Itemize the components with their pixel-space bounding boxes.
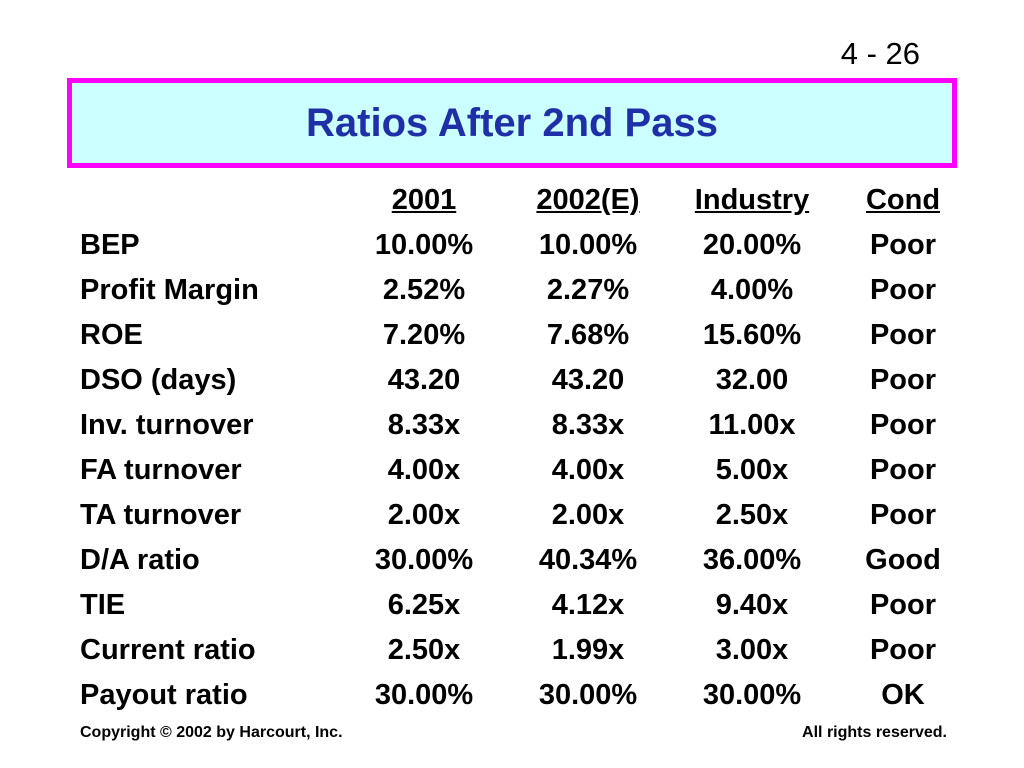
- value-industry: 20.00%: [702, 229, 802, 261]
- value-2002e: 4.12x: [551, 589, 625, 621]
- row-label: ROE: [80, 319, 143, 351]
- value-cond: Poor: [869, 634, 937, 666]
- value-cond: Poor: [869, 454, 937, 486]
- table-row: FA turnover 4.00x 4.00x 5.00x Poor: [72, 448, 970, 493]
- ratios-table: 2001 2002(E) Industry Cond BEP 10.00% 10…: [72, 178, 970, 718]
- value-industry: 3.00x: [715, 634, 789, 666]
- header-industry: Industry: [694, 184, 810, 216]
- value-2001: 2.00x: [387, 499, 461, 531]
- table-row: Inv. turnover 8.33x 8.33x 11.00x Poor: [72, 403, 970, 448]
- row-label: BEP: [80, 229, 140, 261]
- value-2001: 30.00%: [374, 544, 474, 576]
- value-2002e: 10.00%: [538, 229, 638, 261]
- value-2001: 2.52%: [382, 274, 466, 306]
- value-2002e: 8.33x: [551, 409, 625, 441]
- value-2001: 2.50x: [387, 634, 461, 666]
- value-2001: 43.20: [387, 364, 461, 396]
- value-cond: OK: [881, 679, 925, 711]
- value-industry: 30.00%: [702, 679, 802, 711]
- header-cond: Cond: [865, 184, 941, 216]
- value-2002e: 1.99x: [551, 634, 625, 666]
- value-2002e: 40.34%: [538, 544, 638, 576]
- value-2001: 8.33x: [387, 409, 461, 441]
- value-2002e: 30.00%: [538, 679, 638, 711]
- table-row: Payout ratio 30.00% 30.00% 30.00% OK: [72, 673, 970, 718]
- value-cond: Poor: [869, 319, 937, 351]
- table-row: TA turnover 2.00x 2.00x 2.50x Poor: [72, 493, 970, 538]
- table-row: DSO (days) 43.20 43.20 32.00 Poor: [72, 358, 970, 403]
- value-cond: Poor: [869, 499, 937, 531]
- value-industry: 32.00: [715, 364, 789, 396]
- table-row: Current ratio 2.50x 1.99x 3.00x Poor: [72, 628, 970, 673]
- table-row: TIE 6.25x 4.12x 9.40x Poor: [72, 583, 970, 628]
- value-2002e: 2.00x: [551, 499, 625, 531]
- value-cond: Poor: [869, 409, 937, 441]
- value-industry: 4.00%: [710, 274, 794, 306]
- value-industry: 15.60%: [702, 319, 802, 351]
- header-label: [72, 178, 340, 223]
- value-2002e: 43.20: [551, 364, 625, 396]
- value-cond: Poor: [869, 364, 937, 396]
- row-label: TIE: [80, 589, 126, 621]
- table-row: D/A ratio 30.00% 40.34% 36.00% Good: [72, 538, 970, 583]
- row-label: D/A ratio: [80, 544, 200, 576]
- row-label: TA turnover: [80, 499, 242, 531]
- table-row: Profit Margin 2.52% 2.27% 4.00% Poor: [72, 268, 970, 313]
- slide-number: 4 - 26: [840, 36, 920, 71]
- row-label: DSO (days): [80, 364, 237, 396]
- value-2001: 7.20%: [382, 319, 466, 351]
- header-2001: 2001: [391, 184, 457, 216]
- slide-title: Ratios After 2nd Pass: [306, 100, 718, 145]
- value-2002e: 2.27%: [546, 274, 630, 306]
- row-label: Payout ratio: [80, 679, 248, 711]
- title-box: Ratios After 2nd Pass: [67, 78, 957, 168]
- table-header-row: 2001 2002(E) Industry Cond: [72, 178, 970, 223]
- row-label: FA turnover: [80, 454, 242, 486]
- value-industry: 36.00%: [702, 544, 802, 576]
- value-2002e: 7.68%: [546, 319, 630, 351]
- value-cond: Poor: [869, 274, 937, 306]
- row-label: Current ratio: [80, 634, 256, 666]
- footer-rights: All rights reserved.: [802, 724, 947, 741]
- footer-copyright: Copyright © 2002 by Harcourt, Inc.: [80, 724, 343, 741]
- value-2001: 6.25x: [387, 589, 461, 621]
- value-2001: 30.00%: [374, 679, 474, 711]
- value-cond: Poor: [869, 229, 937, 261]
- value-industry: 2.50x: [715, 499, 789, 531]
- header-2002e: 2002(E): [536, 184, 640, 216]
- table-row: ROE 7.20% 7.68% 15.60% Poor: [72, 313, 970, 358]
- value-2001: 4.00x: [387, 454, 461, 486]
- value-cond: Poor: [869, 589, 937, 621]
- row-label: Profit Margin: [80, 274, 259, 306]
- row-label: Inv. turnover: [80, 409, 254, 441]
- value-industry: 9.40x: [715, 589, 789, 621]
- value-industry: 5.00x: [715, 454, 789, 486]
- value-cond: Good: [865, 544, 941, 576]
- table-row: BEP 10.00% 10.00% 20.00% Poor: [72, 223, 970, 268]
- value-industry: 11.00x: [708, 409, 796, 441]
- value-2001: 10.00%: [374, 229, 474, 261]
- value-2002e: 4.00x: [551, 454, 625, 486]
